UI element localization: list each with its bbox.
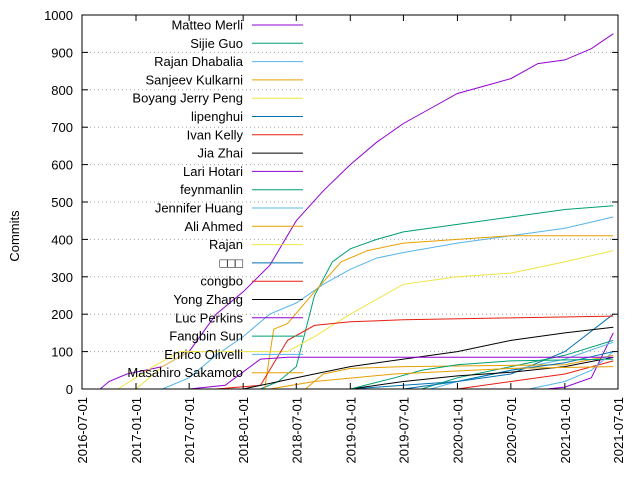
legend-label: Boyang Jerry Peng (132, 91, 243, 106)
legend-label: Matteo Merli (171, 18, 243, 33)
series-line (216, 315, 614, 390)
x-tick-label: 2018-01-01 (236, 397, 251, 464)
legend-label: lipenghui (191, 109, 243, 124)
series-line (243, 326, 614, 390)
series-line (162, 216, 614, 390)
y-tick-label: 600 (51, 158, 73, 173)
y-tick-label: 700 (51, 120, 73, 135)
legend-label: Rajan (209, 237, 243, 252)
y-tick-label: 500 (51, 195, 73, 210)
y-tick-label: 300 (51, 270, 73, 285)
legend-label: Jia Zhai (197, 146, 243, 161)
series-line (528, 351, 614, 390)
y-tick-label: 1000 (44, 8, 73, 23)
y-tick-label: 200 (51, 307, 73, 322)
x-tick-label: 2019-01-01 (343, 397, 358, 464)
series-line (546, 332, 614, 390)
legend: Matteo Merli Sijie Guo Rajan Dhabalia Sanje… (127, 18, 303, 380)
x-tick-label: 2021-07-01 (611, 397, 626, 464)
series-line (189, 356, 614, 390)
legend-label: Enrico Olivelli (164, 347, 243, 362)
x-tick-label: 2018-07-01 (289, 397, 304, 464)
x-axis: 2016-07-01 2017-01-01 2017-07-01 2018-01-01… (75, 15, 626, 464)
y-axis: 0 100 200 300 400 500 600 700 800 900 1000 (44, 8, 618, 397)
series-line (269, 366, 614, 390)
legend-label: Jennifer Huang (155, 201, 243, 216)
series-line (350, 356, 614, 390)
legend-label: Ali Ahmed (184, 219, 243, 234)
y-tick-label: 0 (66, 382, 73, 397)
y-axis-label: Commits (7, 210, 22, 262)
series-line (403, 351, 614, 390)
legend-label: Yong Zhang (173, 292, 243, 307)
series-line (305, 354, 614, 390)
y-tick-label: 100 (51, 345, 73, 360)
x-tick-label: 2017-01-01 (129, 397, 144, 464)
series-line (264, 235, 614, 390)
series-line (117, 250, 614, 390)
legend-label: Sijie Guo (190, 36, 243, 51)
legend-label: congbo (200, 274, 243, 289)
legend-label: Rajan Dhabalia (154, 54, 244, 69)
x-tick-label: 2021-01-01 (558, 397, 573, 464)
legend-label: Masahiro Sakamoto (127, 365, 243, 380)
legend-label: Fangbin Sun (169, 329, 243, 344)
legend-label: feynmanlin (180, 182, 243, 197)
y-tick-label: 400 (51, 232, 73, 247)
y-tick-label: 900 (51, 45, 73, 60)
y-tick-label: 800 (51, 83, 73, 98)
x-tick-label: 2020-01-01 (450, 397, 465, 464)
x-tick-label: 2019-07-01 (396, 397, 411, 464)
legend-label: Luc Perkins (175, 310, 243, 325)
legend-label: Lari Hotari (183, 164, 243, 179)
legend-label: Sanjeev Kulkarni (145, 72, 243, 87)
series-line (350, 358, 614, 390)
legend-label: Ivan Kelly (187, 127, 244, 142)
series-line (260, 205, 614, 390)
series-line (350, 313, 614, 390)
x-tick-label: 2016-07-01 (75, 397, 90, 464)
series-line (135, 351, 199, 390)
legend-label: □□□ (219, 255, 243, 270)
x-tick-label: 2020-07-01 (504, 397, 519, 464)
series-lines (99, 33, 614, 390)
x-tick-label: 2017-07-01 (182, 397, 197, 464)
series-line (421, 339, 614, 390)
